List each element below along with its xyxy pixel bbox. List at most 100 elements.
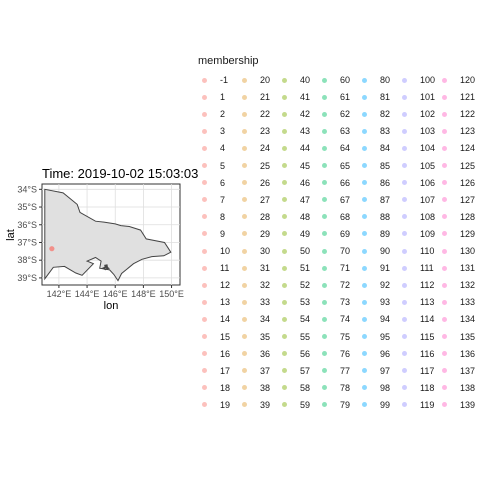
- legend-item: 51: [282, 261, 310, 275]
- legend-label: 129: [460, 228, 476, 239]
- legend-label: 121: [460, 92, 476, 103]
- legend-item: 18: [202, 381, 230, 395]
- legend-key: [362, 316, 367, 322]
- legend-key: [242, 248, 247, 254]
- legend-key: [202, 316, 207, 322]
- legend-item: 92: [362, 278, 390, 292]
- legend-key: [402, 111, 407, 117]
- legend-item: 80: [362, 73, 390, 87]
- legend-key: [282, 214, 287, 220]
- legend-label: 42: [300, 109, 311, 120]
- legend-item: 107: [402, 193, 435, 207]
- legend-label: 9: [220, 228, 226, 239]
- legend-label: 124: [460, 143, 476, 154]
- y-tick-label: 37°S: [17, 237, 37, 247]
- legend-label: 69: [340, 228, 351, 239]
- data-point: [49, 246, 55, 252]
- legend-label: 6: [220, 177, 226, 188]
- legend-key: [402, 402, 407, 408]
- legend-item: 131: [442, 261, 475, 275]
- legend-label: 95: [380, 331, 391, 342]
- legend-key: [282, 197, 287, 203]
- legend-key: [242, 163, 247, 168]
- legend-title: membership: [198, 55, 259, 67]
- legend-item: 15: [202, 330, 230, 344]
- legend-item: 32: [242, 278, 270, 292]
- legend-item: 116: [402, 347, 434, 361]
- legend-label: 114: [420, 314, 435, 325]
- legend-key: [242, 265, 247, 271]
- legend-key: [242, 334, 247, 339]
- legend-key: [202, 265, 207, 271]
- legend-label: 7: [220, 194, 226, 205]
- legend-item: 121: [442, 90, 475, 104]
- legend-key: [322, 402, 327, 408]
- legend-item: 127: [442, 193, 475, 207]
- legend-key: [242, 231, 247, 237]
- legend-label: 50: [300, 246, 311, 256]
- legend-item: 88: [362, 210, 390, 224]
- legend-key: [202, 214, 207, 220]
- legend-item: 70: [322, 244, 350, 258]
- legend-label: 32: [260, 280, 271, 291]
- legend-item: 57: [282, 364, 310, 378]
- legend-item: 128: [442, 210, 475, 224]
- legend-key: [202, 163, 207, 168]
- legend-item: 21: [242, 90, 270, 104]
- legend-label: 46: [300, 177, 311, 188]
- y-axis-label: lat: [5, 229, 17, 241]
- legend-key: [202, 385, 207, 391]
- legend-label: 135: [460, 331, 476, 342]
- legend-item: 72: [322, 278, 350, 292]
- legend-item: 27: [242, 193, 270, 207]
- legend-item: 45: [282, 159, 310, 173]
- legend-key: [282, 299, 287, 305]
- legend-item: 69: [322, 227, 350, 241]
- legend-key: [442, 111, 447, 117]
- legend-key: [282, 145, 287, 151]
- legend-label: 91: [380, 263, 391, 274]
- legend-label: 88: [380, 211, 391, 222]
- legend-item: -1: [202, 73, 228, 87]
- legend-label: -1: [220, 75, 229, 85]
- legend-key: [282, 128, 287, 134]
- legend-key: [362, 299, 367, 305]
- legend-item: 114: [402, 312, 434, 326]
- legend-key: [242, 214, 247, 220]
- legend-label: 63: [340, 126, 351, 137]
- legend-key: [442, 214, 447, 220]
- legend-label: 56: [300, 348, 311, 359]
- legend-key: [202, 248, 207, 254]
- legend-item: 38: [242, 381, 270, 395]
- legend-item: 14: [202, 312, 230, 326]
- legend-item: 99: [362, 398, 390, 412]
- legend-item: 136: [442, 347, 475, 361]
- legend-key: [402, 214, 407, 220]
- legend-item: 59: [282, 398, 310, 412]
- axes: 142°E 144°E 146°E 148°E 150°E 34°S 35°S 36°S 37°…: [17, 184, 183, 299]
- legend-label: 99: [380, 399, 391, 410]
- legend-label: 101: [420, 92, 436, 103]
- legend-item: 73: [322, 295, 350, 309]
- legend-label: 131: [460, 263, 476, 274]
- legend-label: 1: [220, 92, 226, 103]
- legend-item: 37: [242, 364, 270, 378]
- legend-item: 41: [282, 90, 310, 104]
- legend-label: 67: [340, 194, 351, 205]
- legend-label: 119: [420, 399, 435, 410]
- legend-key: [442, 385, 447, 391]
- legend-key: [362, 163, 367, 168]
- legend-key: [442, 180, 447, 186]
- legend-label: 136: [460, 348, 476, 359]
- legend-label: 77: [340, 365, 351, 376]
- legend-key: [202, 368, 207, 374]
- legend-item: 133: [442, 295, 475, 309]
- x-tick-label: 148°E: [131, 289, 156, 299]
- legend-label: 116: [420, 348, 435, 359]
- legend-item: 54: [282, 312, 310, 326]
- x-tick-label: 144°E: [75, 289, 100, 299]
- legend-key: [402, 77, 407, 83]
- legend-item: 83: [362, 124, 390, 138]
- legend-item: 117: [402, 364, 434, 378]
- legend-item: 134: [442, 312, 475, 326]
